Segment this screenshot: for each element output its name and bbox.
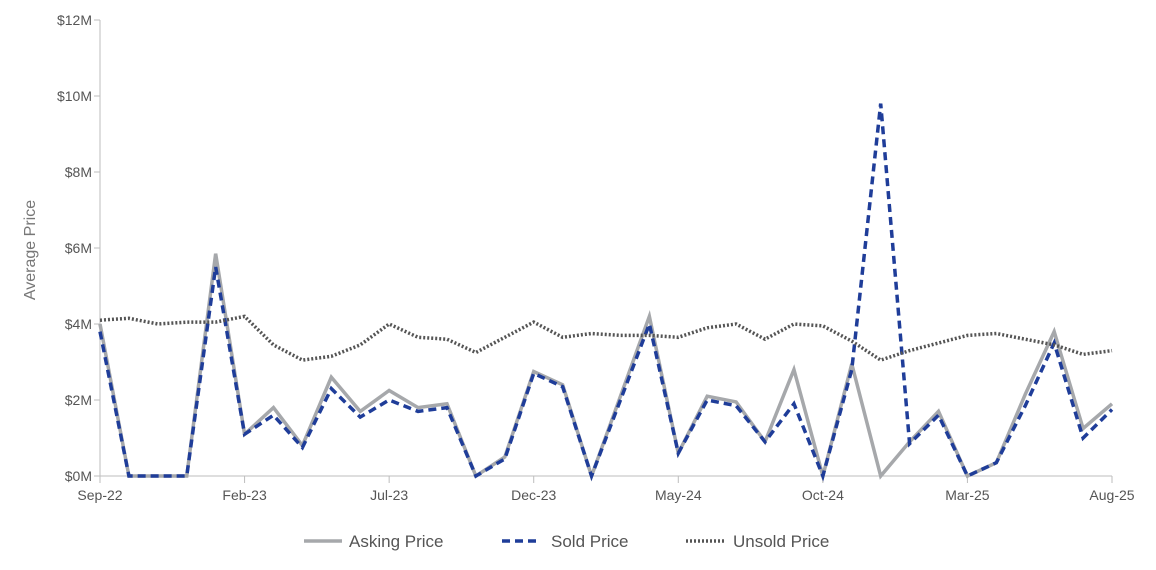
legend-item-asking-price: Asking Price xyxy=(304,532,443,551)
x-tick-label: Jul-23 xyxy=(370,487,408,503)
series-lines xyxy=(98,103,1114,483)
y-tick-label: $2M xyxy=(65,392,92,408)
axes: $0M $2M $4M $6M $8M $10M $12M Sep-22 Feb-23 Jul-2… xyxy=(22,12,1135,503)
y-axis-title: Average Price xyxy=(22,200,39,300)
series-line-unsold-price xyxy=(99,314,1113,363)
x-tick-label: Dec-23 xyxy=(511,487,556,503)
y-tick-label: $4M xyxy=(65,316,92,332)
y-tick-label: $0M xyxy=(65,468,92,484)
x-tick-label: Aug-25 xyxy=(1089,487,1134,503)
y-tick-label: $8M xyxy=(65,164,92,180)
legend-label: Sold Price xyxy=(551,532,628,551)
y-tick-label: $12M xyxy=(57,12,92,28)
y-tick-label: $6M xyxy=(65,240,92,256)
x-tick-label: Feb-23 xyxy=(222,487,267,503)
x-tick-label: Mar-25 xyxy=(945,487,990,503)
legend: Asking Price Sold Price Unsold Price xyxy=(304,532,829,551)
legend-label: Unsold Price xyxy=(733,532,829,551)
legend-label: Asking Price xyxy=(349,532,443,551)
legend-item-sold-price: Sold Price xyxy=(502,532,628,551)
x-tick-label: Oct-24 xyxy=(802,487,844,503)
x-tick-label: Sep-22 xyxy=(77,487,122,503)
x-tick-label: May-24 xyxy=(655,487,702,503)
series-line-sold-price xyxy=(98,103,1114,482)
legend-item-unsold-price: Unsold Price xyxy=(686,532,829,551)
y-tick-label: $10M xyxy=(57,88,92,104)
